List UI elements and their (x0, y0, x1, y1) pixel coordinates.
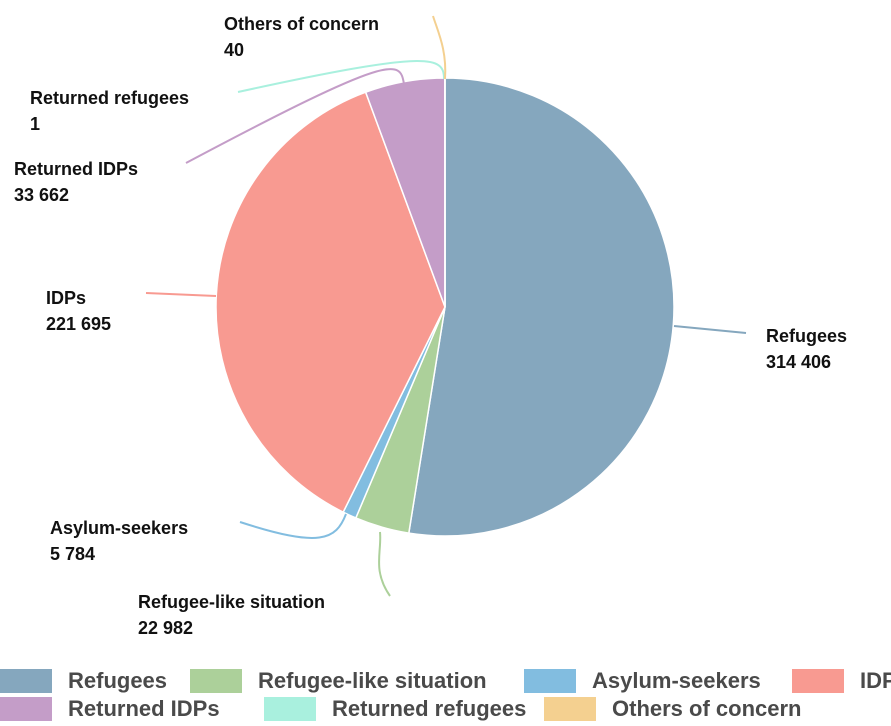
leader-line-returned-idps (185, 68, 405, 164)
slice-label-refugees: Refugees (766, 326, 847, 346)
leader-line-refugees (673, 325, 747, 334)
leader-line-refugee-like-situation (378, 531, 391, 597)
legend-item-asylum-seekers[interactable]: Asylum-seekers (524, 668, 761, 694)
slice-value-others-of-concern: 40 (224, 40, 244, 60)
leader-lines (145, 15, 747, 597)
legend-label: Refugee-like situation (258, 668, 487, 693)
legend-item-idps[interactable]: IDPs (792, 668, 891, 694)
legend-label: IDPs (860, 668, 891, 693)
legend-item-returned-idps[interactable]: Returned IDPs (0, 696, 220, 722)
legend-swatch (264, 697, 316, 721)
slice-label-others-of-concern: Others of concern (224, 14, 379, 34)
legend-item-others-of-concern[interactable]: Others of concern (544, 696, 801, 722)
slice-value-refugees: 314 406 (766, 352, 831, 372)
legend-swatch (190, 669, 242, 693)
slice-value-asylum-seekers: 5 784 (50, 544, 95, 564)
slice-label-returned-refugees: Returned refugees (30, 88, 189, 108)
slice-label-refugee-like-situation: Refugee-like situation (138, 592, 325, 612)
legend-swatch (0, 697, 52, 721)
legend: Refugees Refugee-like situation Asylum-s… (0, 668, 891, 726)
leader-line-idps (145, 292, 217, 297)
pie-slice-idps[interactable] (215, 91, 446, 514)
legend-label: Others of concern (612, 696, 802, 721)
slice-label-asylum-seekers: Asylum-seekers (50, 518, 188, 538)
slice-label-returned-idps: Returned IDPs (14, 159, 138, 179)
slice-label-idps: IDPs (46, 288, 86, 308)
legend-label: Returned IDPs (68, 696, 220, 721)
slice-value-refugee-like-situation: 22 982 (138, 618, 193, 638)
leader-line-asylum-seekers (239, 513, 347, 539)
pie-slices (215, 77, 675, 537)
legend-item-returned-refugees[interactable]: Returned refugees (264, 696, 526, 722)
slice-value-returned-refugees: 1 (30, 114, 40, 134)
pie-slice-refugees[interactable] (407, 77, 675, 537)
leader-line-others-of-concern (432, 15, 447, 80)
legend-label: Asylum-seekers (592, 668, 761, 693)
legend-item-refugees[interactable]: Refugees (0, 668, 167, 694)
legend-swatch (524, 669, 576, 693)
legend-item-refugee-like-situation[interactable]: Refugee-like situation (190, 668, 487, 694)
legend-label: Refugees (68, 668, 168, 693)
slice-value-returned-idps: 33 662 (14, 185, 69, 205)
legend-swatch (0, 669, 52, 693)
legend-swatch (544, 697, 596, 721)
legend-label: Returned refugees (332, 696, 527, 721)
slice-labels: Refugees 314 406 Refugee-like situation 22 … (14, 14, 847, 638)
slice-value-idps: 221 695 (46, 314, 111, 334)
leader-line-returned-refugees (237, 60, 445, 93)
legend-swatch (792, 669, 844, 693)
